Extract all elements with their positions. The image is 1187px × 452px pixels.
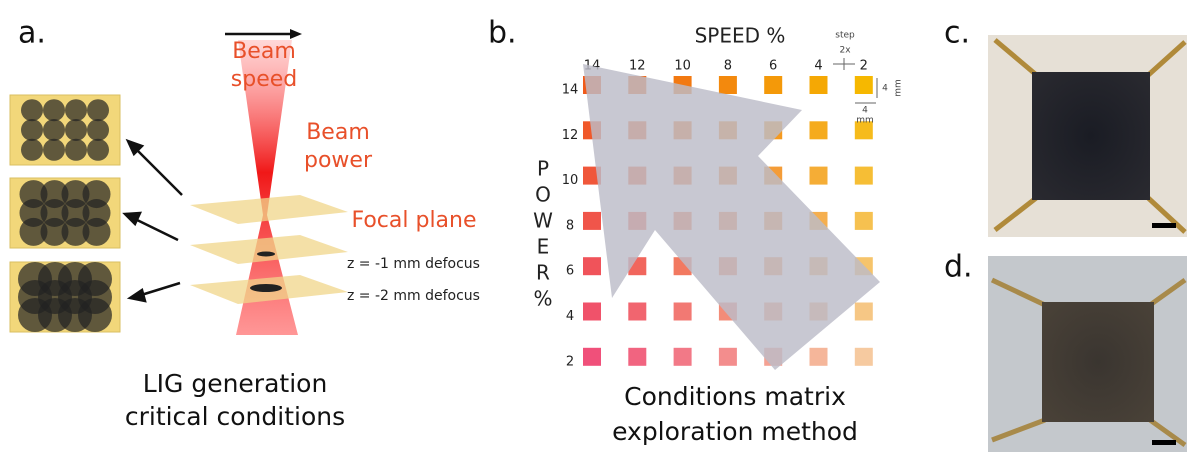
size-label: mm (856, 116, 874, 126)
panel-label: c. (944, 16, 970, 51)
spot (87, 119, 109, 141)
power-title: R (536, 261, 550, 285)
beam-power: Beam (306, 120, 370, 145)
power-title: W (533, 209, 553, 233)
spot (87, 139, 109, 161)
sample-tiles (10, 95, 120, 332)
power-label: 2 (566, 354, 574, 369)
cell (628, 303, 646, 321)
cell (583, 303, 601, 321)
speed-label: 12 (629, 59, 646, 74)
cell (855, 348, 873, 366)
figure: a. Beam speed Beam power Focal plane z =… (0, 0, 1187, 452)
caption: critical conditions (125, 402, 345, 431)
power-label: 10 (562, 173, 579, 188)
beam-speed: speed (231, 67, 297, 92)
caption: exploration method (612, 417, 858, 446)
panel-label: b. (488, 16, 517, 51)
panel-label: d. (944, 250, 973, 285)
spot (21, 99, 43, 121)
power-label: 8 (566, 218, 574, 233)
photo (988, 256, 1187, 452)
spot (87, 99, 109, 121)
step-factor: 2x (839, 46, 851, 56)
cell (583, 257, 601, 275)
speed-label: 8 (724, 59, 732, 74)
panel-label: a. (18, 16, 46, 51)
spot (65, 139, 87, 161)
cell (810, 121, 828, 139)
cell (674, 348, 692, 366)
power-title: O (535, 183, 551, 207)
spot (83, 218, 111, 246)
spot (65, 99, 87, 121)
power-title: E (537, 235, 550, 259)
speed-label: 6 (769, 59, 777, 74)
speed-label: 10 (674, 59, 691, 74)
power-title: P (537, 157, 549, 181)
spot (43, 119, 65, 141)
photo (988, 35, 1187, 237)
size-label: mm (894, 79, 904, 97)
beam-speed: Beam (232, 39, 296, 64)
spot (21, 119, 43, 141)
cell (674, 303, 692, 321)
defocus: z = -1 mm defocus (347, 256, 480, 272)
cell (855, 167, 873, 185)
power-label: 6 (566, 264, 574, 279)
cell (810, 348, 828, 366)
cell (764, 76, 782, 94)
spot (78, 298, 112, 332)
power-title: % (533, 287, 552, 311)
step: step (835, 31, 855, 41)
cell (855, 76, 873, 94)
power-label: 12 (562, 128, 579, 143)
power-label: 4 (566, 309, 574, 324)
cell (855, 212, 873, 230)
defocus: z = -2 mm defocus (347, 288, 480, 304)
spot (21, 139, 43, 161)
cell (719, 348, 737, 366)
speed-label: 2 (860, 59, 868, 74)
cell (810, 76, 828, 94)
beam-power: power (304, 148, 373, 173)
cell (810, 167, 828, 185)
focal-plane: Focal plane (351, 208, 476, 233)
spot (43, 99, 65, 121)
cell (628, 348, 646, 366)
arrows (125, 141, 182, 301)
spot (43, 139, 65, 161)
caption: LIG generation (143, 369, 328, 398)
caption: Conditions matrix (624, 382, 846, 411)
size-label: 4 (882, 84, 888, 94)
exploration-arrow (583, 64, 880, 370)
cell (583, 348, 601, 366)
speed-title: SPEED % (695, 24, 786, 48)
cell (855, 303, 873, 321)
cell (583, 212, 601, 230)
size-label: 4 (862, 106, 868, 116)
cell (719, 76, 737, 94)
focal-planes (190, 195, 348, 304)
spot (65, 119, 87, 141)
power-label: 14 (562, 83, 579, 98)
speed-label: 4 (814, 59, 822, 74)
